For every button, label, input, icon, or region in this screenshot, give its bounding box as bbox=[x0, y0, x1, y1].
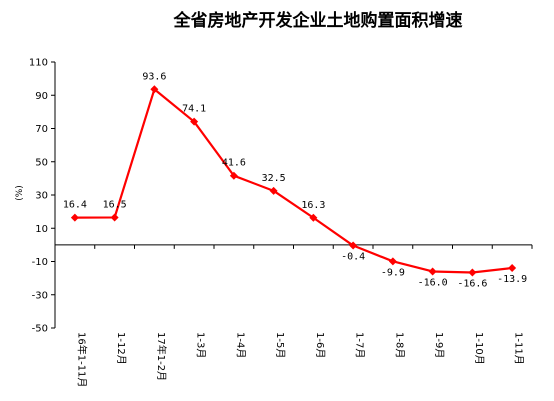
axes bbox=[51, 61, 533, 329]
y-tick-label: 50 bbox=[35, 157, 48, 168]
data-point bbox=[229, 171, 238, 180]
y-tick-label: -50 bbox=[32, 324, 48, 335]
y-tick-label: 30 bbox=[35, 191, 48, 202]
data-point bbox=[70, 213, 79, 222]
data-point bbox=[428, 267, 437, 276]
data-point bbox=[508, 263, 517, 272]
data-point bbox=[468, 268, 477, 277]
data-point bbox=[388, 257, 397, 266]
data-point bbox=[269, 186, 278, 195]
x-tick-label: 1-9月 bbox=[433, 332, 445, 358]
y-axis-unit: (%) bbox=[15, 185, 25, 201]
x-tick-labels: 16年1-11月 1-12月 17年1-2月 1-3月 1-4月 1-5月 1-6月 1-7月… bbox=[75, 332, 524, 387]
data-label: 74.1 bbox=[182, 104, 206, 115]
x-tick-label: 17年1-2月 bbox=[155, 332, 168, 381]
data-label: 16.3 bbox=[301, 200, 325, 211]
x-tick-label: 1-8月 bbox=[393, 332, 405, 358]
data-label: -9.9 bbox=[381, 267, 405, 278]
series-line bbox=[70, 85, 517, 277]
x-tick-label: 1-5月 bbox=[274, 332, 286, 358]
x-tick-label: 1-10月 bbox=[473, 332, 485, 365]
x-tick-label: 1-3月 bbox=[195, 332, 207, 358]
y-tick-label: 10 bbox=[35, 224, 48, 235]
data-label: -13.9 bbox=[497, 274, 527, 285]
data-point bbox=[150, 85, 159, 94]
data-label: 16.5 bbox=[103, 199, 127, 210]
x-tick-label: 1-6月 bbox=[314, 332, 326, 358]
data-label: -0.4 bbox=[341, 252, 365, 263]
y-tick-label: -30 bbox=[32, 290, 48, 301]
data-point bbox=[110, 213, 119, 222]
data-label: 41.6 bbox=[222, 158, 246, 169]
x-tick-label: 1-7月 bbox=[354, 332, 366, 358]
data-label: -16.6 bbox=[457, 278, 487, 289]
data-label: 93.6 bbox=[142, 71, 166, 82]
chart-title: 全省房地产开发企业土地购置面积增速 bbox=[173, 10, 463, 31]
y-tick-labels: -50 -30 -10 10 30 50 70 90 110 bbox=[29, 58, 48, 335]
data-point bbox=[190, 117, 199, 126]
data-label: 32.5 bbox=[262, 173, 286, 184]
y-tick-label: -10 bbox=[32, 257, 48, 268]
y-tick-label: 70 bbox=[35, 124, 48, 135]
x-tick-label: 1-4月 bbox=[234, 332, 246, 358]
data-label: 16.4 bbox=[63, 200, 87, 211]
series-line-path bbox=[74, 88, 513, 274]
data-label: -16.0 bbox=[418, 277, 448, 288]
data-labels: 16.4 16.5 93.6 74.1 41.6 32.5 16.3 -0.4 -9.9 -16.… bbox=[63, 71, 527, 289]
x-tick-label: 16年1-11月 bbox=[75, 332, 88, 387]
data-point bbox=[309, 213, 318, 222]
y-tick-label: 110 bbox=[29, 58, 48, 69]
data-point bbox=[349, 241, 358, 250]
x-tick-label: 1-12月 bbox=[115, 332, 127, 365]
x-tick-label: 1-11月 bbox=[513, 332, 525, 365]
y-tick-label: 90 bbox=[35, 91, 48, 102]
